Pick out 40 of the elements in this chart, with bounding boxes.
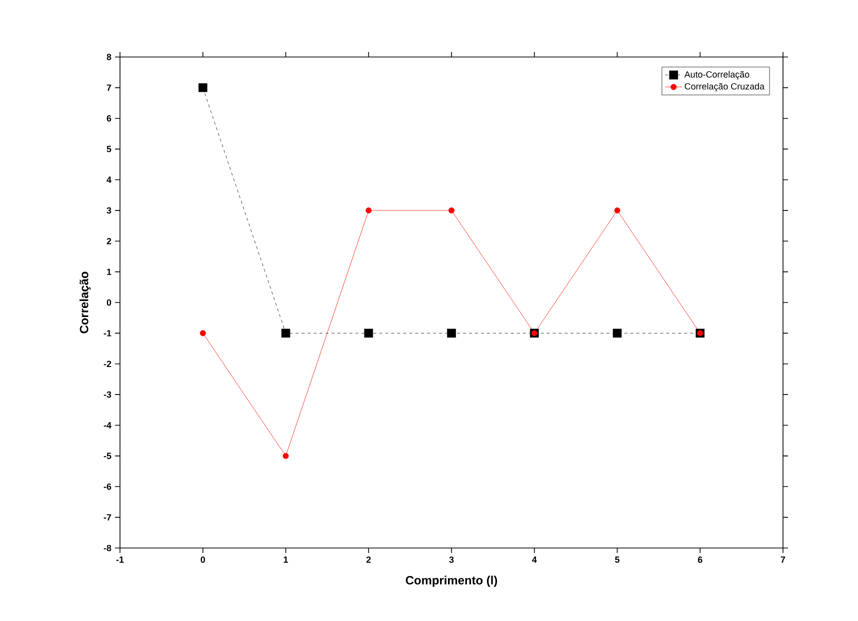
y-tick-label: 8	[106, 54, 112, 60]
x-tick-label: 0	[200, 556, 206, 563]
point	[614, 207, 620, 214]
y-tick-label: -4	[104, 422, 112, 428]
x-tick-label: 6	[698, 556, 702, 563]
y-tick-label: 2	[106, 238, 112, 244]
y-tick-label: 1	[107, 268, 112, 275]
point	[447, 328, 456, 338]
y-tick-label: 3	[106, 207, 112, 214]
x-tick-label: 1	[284, 556, 288, 563]
y-tick-label: 5	[106, 146, 112, 152]
point	[282, 452, 289, 459]
y-tick-label: -7	[104, 514, 112, 520]
x-tick-label: 4	[532, 556, 537, 563]
x-tick-label: 5	[615, 556, 620, 563]
x-tick-label: 3	[449, 556, 454, 563]
y-tick-label: 4	[106, 176, 112, 183]
legend-label: Auto-Correlação	[684, 70, 750, 80]
y-tick-label: -1	[104, 330, 112, 336]
y-tick-label: 6	[106, 115, 112, 122]
point	[612, 328, 622, 338]
point	[364, 328, 374, 338]
y-axis-title: Correlação	[80, 272, 91, 334]
legend-label: Correlação Cruzada	[684, 82, 765, 92]
y-tick-label: -3	[104, 391, 112, 398]
y-tick-label: -5	[104, 452, 112, 460]
y-tick-label: -6	[104, 483, 112, 490]
y-tick-label: -8	[104, 544, 112, 552]
x-tick-label: -1	[116, 556, 124, 563]
y-tick-label: 7	[106, 84, 112, 91]
point	[200, 330, 206, 336]
y-tick-label: -2	[104, 360, 112, 367]
point	[281, 328, 290, 338]
point	[448, 207, 454, 214]
x-tick-label: 2	[366, 556, 371, 563]
y-tick-label: 0	[106, 299, 112, 306]
point	[366, 207, 372, 214]
point	[198, 83, 208, 92]
x-axis-title: Comprimento (l)	[406, 576, 498, 587]
x-tick-label: 7	[780, 556, 786, 563]
